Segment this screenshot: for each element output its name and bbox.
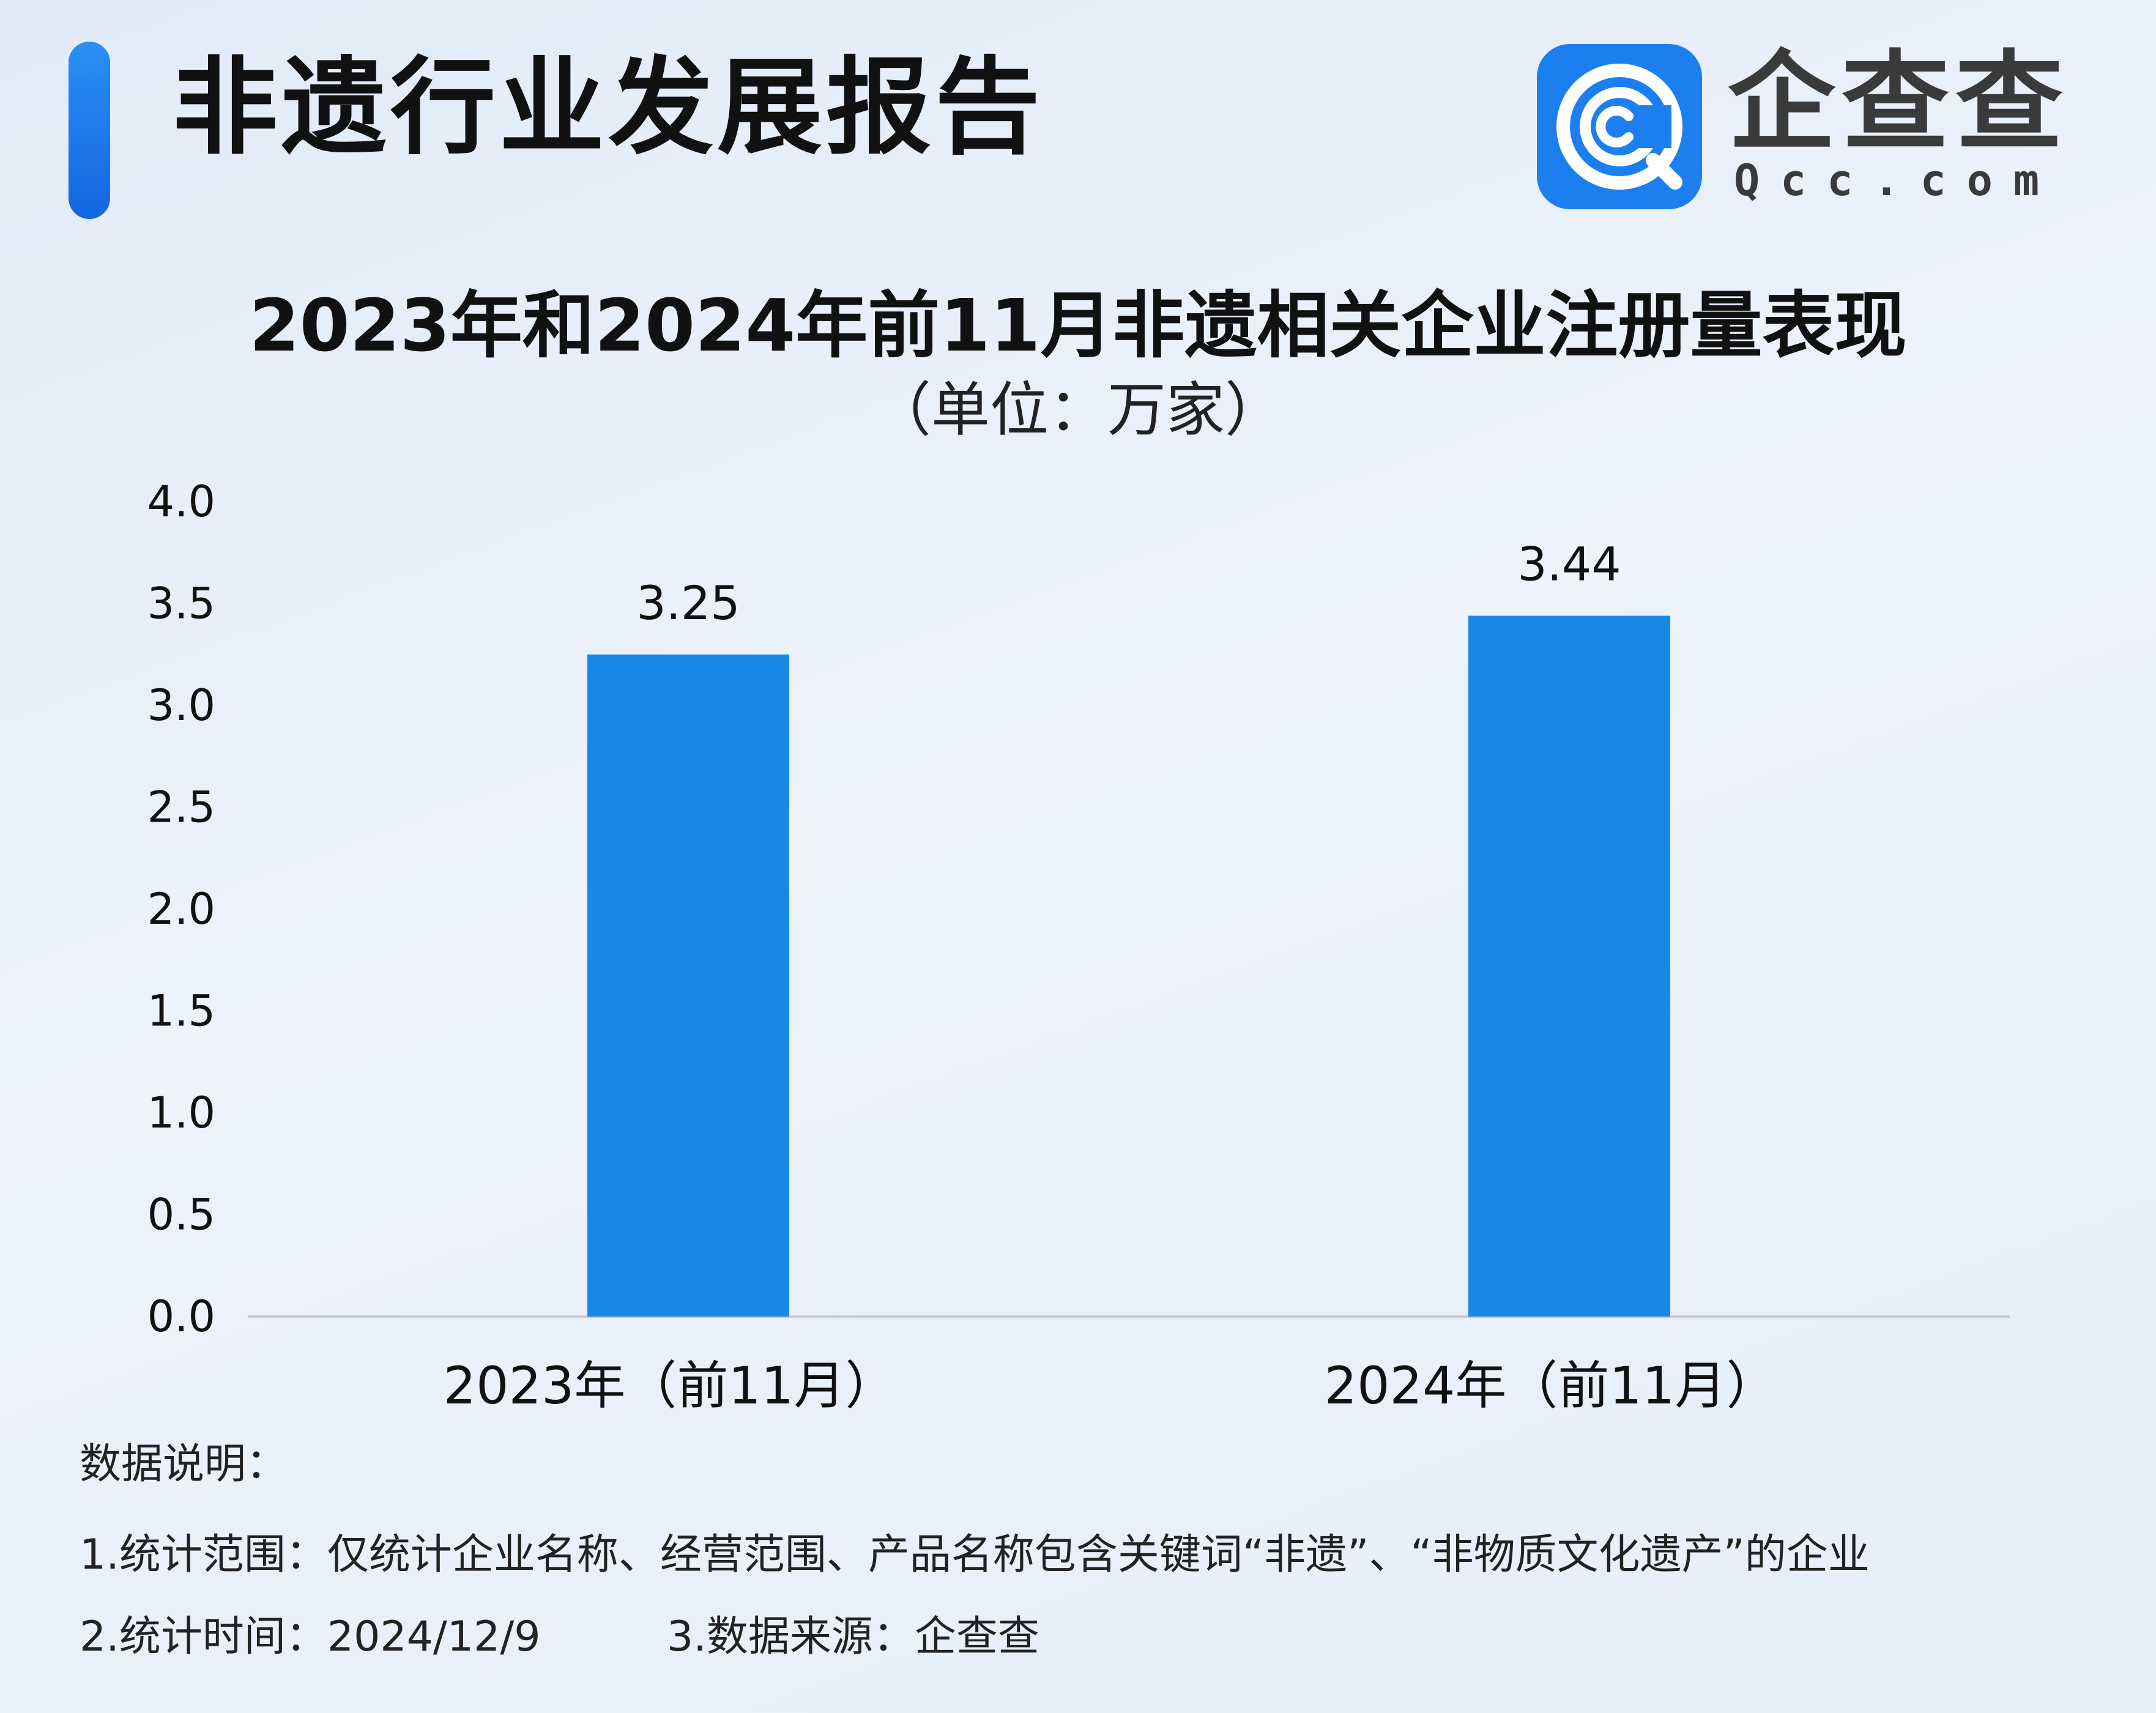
y-tick-label: 1.5 [147,986,215,1036]
x-category-label: 2023年（前11月） [444,1356,897,1416]
logo-badge-icon [1537,44,1702,209]
y-tick-label: 3.0 [147,680,215,730]
x-category-label: 2024年（前11月） [1325,1356,1778,1416]
bar [587,654,789,1317]
chart-subtitle: （单位：万家） [872,376,1284,444]
data-label: 3.25 [636,576,740,630]
data-label: 3.44 [1517,537,1621,591]
logo-brand-name: 企查查 [1728,40,2070,165]
brand-logo: 企查查 Qcc.com [1537,44,2106,215]
y-tick-label: 1.0 [147,1088,215,1138]
y-tick-label: 2.5 [147,782,215,833]
y-tick-label: 4.0 [147,477,215,527]
bar-chart: 0.0 0.5 1.0 1.5 2.0 2.5 3.0 3.5 4.0 3.25 2023年（前11… [147,477,2010,1416]
notes-time: 2.统计时间：2024/12/9 [80,1613,541,1661]
logo-domain: Qcc.com [1734,155,2061,206]
report-title: 非遗行业发展报告 [173,46,1044,169]
chart-title: 2023年和2024年前11月非遗相关企业注册量表现 [249,283,1907,368]
notes-source: 3.数据来源：企查查 [667,1613,1039,1661]
y-tick-label: 0.5 [147,1190,215,1240]
y-tick-label: 3.5 [147,579,215,629]
header-accent-bar [69,42,110,219]
bar [1468,615,1670,1317]
notes-scope: 1.统计范围：仅统计企业名称、经营范围、产品名称包含关键词“非遗”、“非物质文化… [80,1531,1870,1579]
y-tick-label: 0.0 [147,1291,215,1342]
y-tick-label: 2.0 [147,884,215,934]
notes-heading: 数据说明： [80,1440,288,1488]
